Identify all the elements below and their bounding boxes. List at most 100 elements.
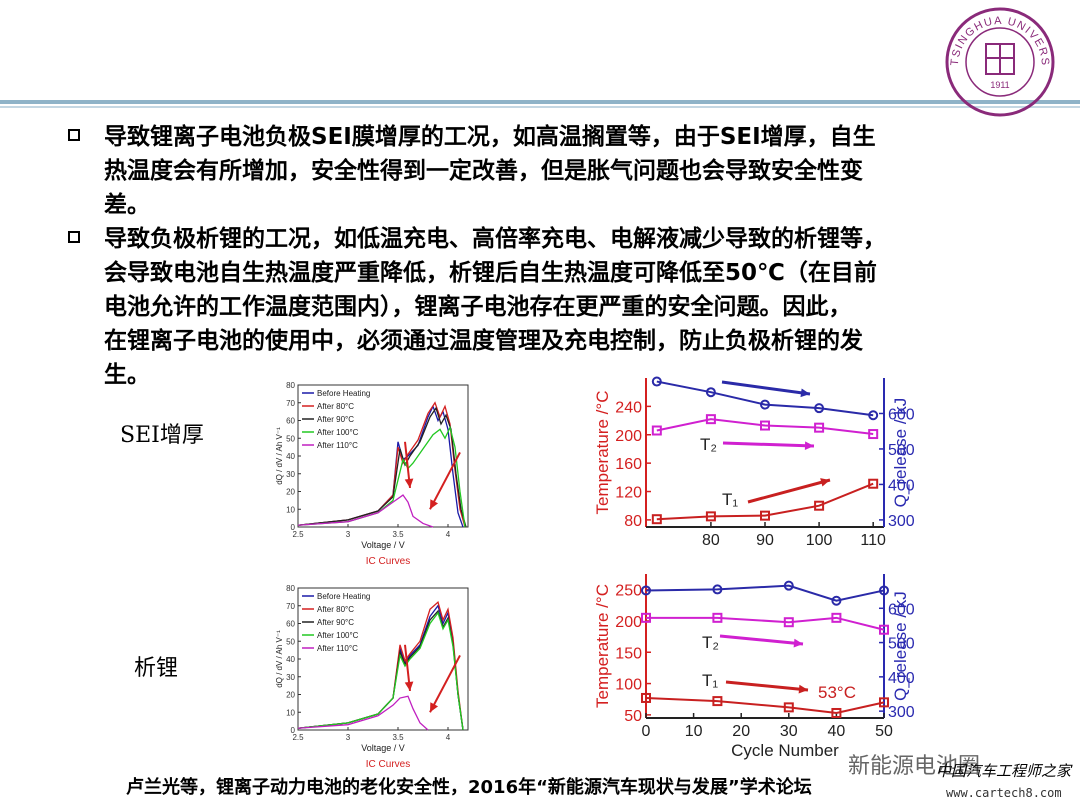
series-line xyxy=(656,418,874,436)
t1-label: T₁ xyxy=(702,671,718,690)
chart-caption: IC Curves xyxy=(366,556,410,567)
x-axis-label: Voltage / V xyxy=(361,743,405,753)
left-axis-label: Temperature /°C xyxy=(593,584,612,708)
bullet-plating-line: 电池允许的工作温度范围内），锂离子电池存在更严重的安全问题。因此， xyxy=(104,294,852,320)
legend-entry: After 110°C xyxy=(317,441,358,450)
temperature-point xyxy=(868,429,879,440)
x-tick-label: 3 xyxy=(346,733,351,742)
q-release-point xyxy=(705,387,716,398)
trend-arrow-head xyxy=(404,681,414,691)
left-tick-label: 200 xyxy=(615,428,642,445)
temperature-point xyxy=(712,696,723,707)
right-tick-label: 600 xyxy=(888,601,915,618)
q-release-point xyxy=(868,410,879,421)
t2-trend-arrow xyxy=(722,441,815,448)
bullet-plating: 导致负极析锂的工况，如低温充电、高倍率充电、电解液减少导致的析锂等， 会导致电池… xyxy=(64,222,1024,392)
q-release-point xyxy=(760,399,770,410)
t1-trend-arrow xyxy=(725,680,809,692)
y-tick-label: 0 xyxy=(291,726,296,735)
wechat-watermark: 新能源电池圈 xyxy=(848,754,981,779)
t1-trend-arrow-head xyxy=(820,478,830,487)
tsinghua-seal-logo: TSINGHUA UNIVERSITY 1911 xyxy=(944,6,1055,117)
legend-entry: After 90°C xyxy=(317,415,354,424)
q-release-point xyxy=(814,403,825,414)
y-tick-label: 20 xyxy=(286,488,295,497)
bullet-sei-line: 热温度会有所增加，安全性得到一定改善，但是胀气问题也会导致安全性变 xyxy=(104,158,863,184)
trend-arrow xyxy=(429,654,461,713)
temperature-point xyxy=(814,422,825,433)
temperature-point xyxy=(868,478,879,489)
y-tick-label: 60 xyxy=(286,417,295,426)
t1-trend-arrow xyxy=(747,478,831,504)
legend-entry: After 110°C xyxy=(317,644,358,653)
q-release-point xyxy=(783,580,794,591)
legend-entry: After 100°C xyxy=(317,428,359,437)
y-tick-label: 40 xyxy=(286,655,295,664)
trend-arrow-head xyxy=(430,702,439,713)
q-release-point xyxy=(831,595,842,606)
bullet-sei-line: 差。 xyxy=(104,192,150,218)
x-axis-label: Cycle Number xyxy=(731,741,839,760)
q-release-point xyxy=(641,585,651,596)
trend-arrow-head xyxy=(430,499,439,510)
q-trend-arrow-head xyxy=(800,388,810,398)
y-tick-label: 30 xyxy=(286,470,295,479)
right-tick-label: 300 xyxy=(888,513,915,530)
bullet-plating-line: 在锂离子电池的使用中，必须通过温度管理及充电控制，防止负极析锂的发 xyxy=(104,328,863,354)
x-tick-label: 0 xyxy=(642,723,651,740)
bullet-plating-line: 生。 xyxy=(104,362,150,388)
t1-trend-arrow-head xyxy=(798,684,808,694)
x-tick-label: 80 xyxy=(702,532,720,549)
right-tick-label: 300 xyxy=(888,704,915,721)
y-tick-label: 70 xyxy=(286,602,295,611)
q-trend-arrow xyxy=(721,380,811,396)
ic-series-line xyxy=(297,695,429,731)
temperature-point xyxy=(879,697,889,708)
bullet-plating-text: 导致负极析锂的工况，如低温充电、高倍率充电、电解液减少导致的析锂等， 会导致电池… xyxy=(104,222,1024,392)
x-tick-label: 3.5 xyxy=(392,530,404,539)
y-tick-label: 40 xyxy=(286,452,295,461)
y-axis-label: dQ / dV / Ah V⁻¹ xyxy=(275,630,284,688)
y-tick-label: 50 xyxy=(286,434,295,443)
q-release-point xyxy=(712,584,723,595)
temperature-point xyxy=(879,624,889,635)
x-tick-label: 10 xyxy=(685,723,703,740)
left-tick-label: 240 xyxy=(615,399,642,416)
y-tick-label: 20 xyxy=(286,691,295,700)
trend-arrow-head xyxy=(404,478,414,488)
ic-series-line xyxy=(297,611,464,731)
series-line xyxy=(645,696,885,715)
x-tick-label: 2.5 xyxy=(292,733,304,742)
left-tick-label: 50 xyxy=(624,708,642,725)
temperature-point xyxy=(651,425,662,436)
series-line xyxy=(656,380,874,417)
left-tick-label: 250 xyxy=(615,583,642,600)
x-tick-label: 100 xyxy=(806,532,833,549)
series-line xyxy=(656,482,874,521)
y-tick-label: 30 xyxy=(286,673,295,682)
y-tick-label: 0 xyxy=(291,523,296,532)
series-line xyxy=(645,584,885,602)
t2-label: T₂ xyxy=(702,633,719,652)
series-line xyxy=(646,616,885,631)
top-rule xyxy=(0,100,1080,104)
right-tick-label: 400 xyxy=(888,477,915,494)
ic-series-line xyxy=(297,406,467,528)
right-tick-label: 400 xyxy=(888,670,915,687)
y-tick-label: 60 xyxy=(286,620,295,629)
left-tick-label: 80 xyxy=(624,513,642,530)
min-temp-annotation: 53°C xyxy=(818,683,856,702)
right-tick-label: 600 xyxy=(888,406,915,423)
legend-entry: After 80°C xyxy=(317,605,354,614)
site-watermark-cn: 中国汽车工程师之家 xyxy=(936,762,1072,780)
bullet-plating-line: 会导致电池自生热温度严重降低，析锂后自生热温度可降低至50℃（在目前 xyxy=(104,260,877,286)
label-plating: 析锂 xyxy=(134,656,179,681)
bullet-sei: 导致锂离子电池负极SEI膜增厚的工况，如高温搁置等，由于SEI增厚，自生 热温度… xyxy=(64,120,1024,222)
y-tick-label: 80 xyxy=(286,381,295,390)
q-release-point xyxy=(879,585,889,596)
q-release-point xyxy=(651,376,662,387)
temperature-cycle-chart-plating: 50 100 150 200 250 300 400 500 600 0 10 20 30 40 50 Cyc… xyxy=(593,574,915,760)
legend-entry: Before Heating xyxy=(317,389,370,398)
t2-trend-arrow-head xyxy=(804,441,814,451)
left-tick-label: 100 xyxy=(615,677,642,694)
